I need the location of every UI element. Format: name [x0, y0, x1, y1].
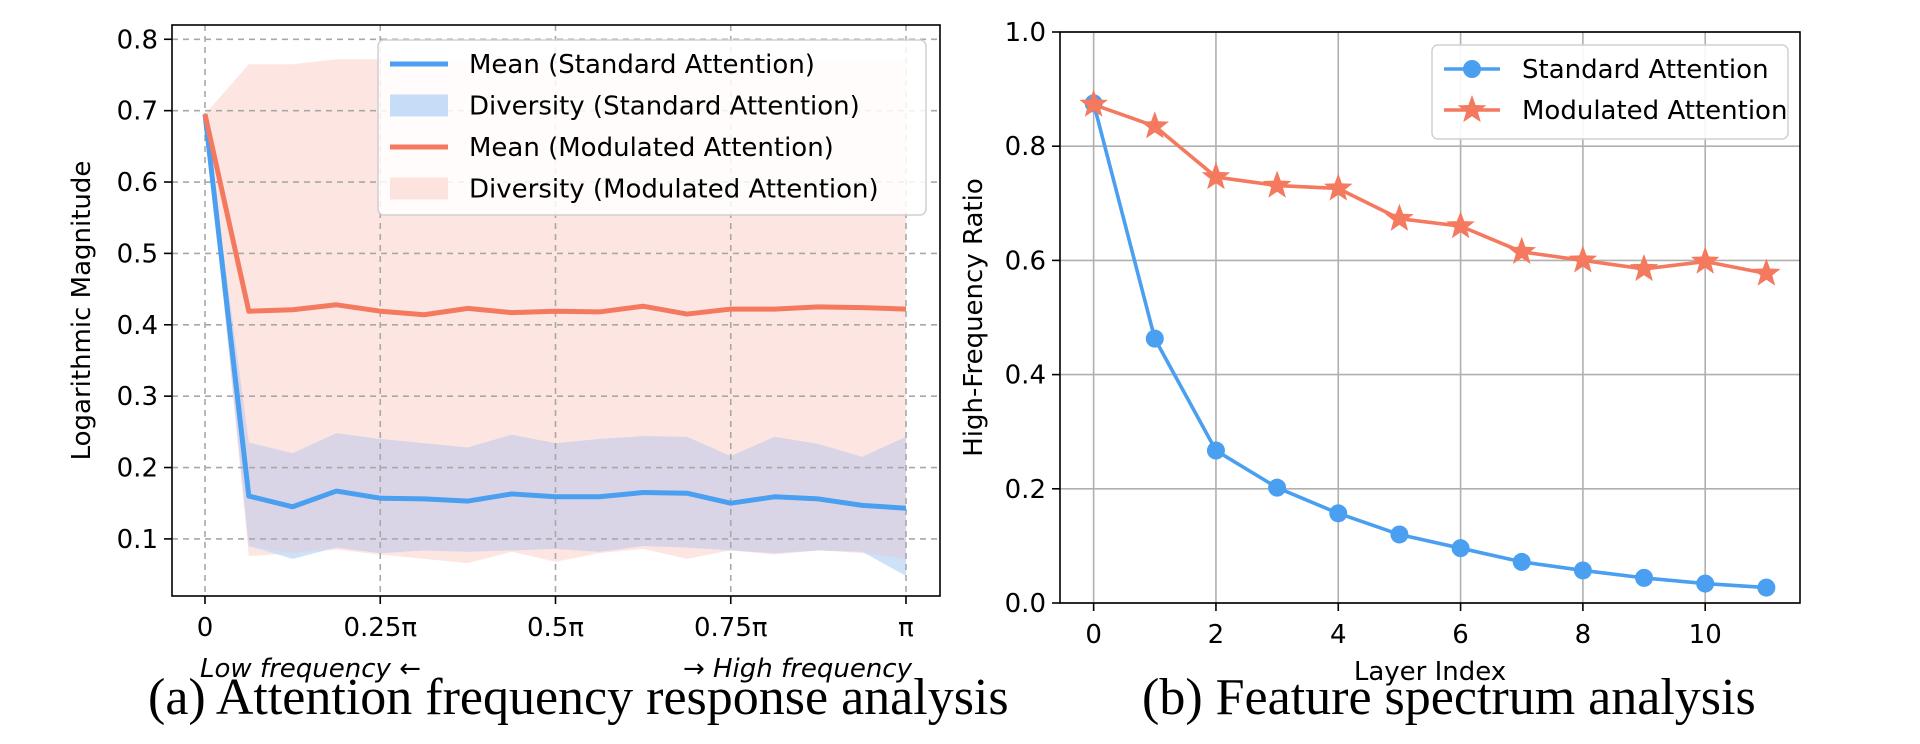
y-tick-label: 0.0: [1005, 589, 1046, 619]
x-tick-label: 0: [1085, 620, 1102, 650]
data-point: [1329, 504, 1348, 523]
x-tick-label: 0: [197, 613, 214, 643]
data-point: [1635, 568, 1654, 587]
data-point: [1451, 539, 1470, 558]
y-tick-label: 0.4: [1005, 361, 1046, 391]
data-point: [1690, 246, 1720, 274]
x-tick-label: 2: [1208, 620, 1225, 650]
legend-label: Standard Attention: [1522, 55, 1769, 85]
y-tick-label: 0.6: [117, 168, 158, 198]
y-tick-label: 0.8: [1005, 132, 1046, 162]
legend-label: Diversity (Standard Attention): [469, 92, 860, 122]
y-tick-label: 0.3: [117, 382, 158, 412]
legend-marker: [1463, 60, 1481, 78]
series-line-modulated: [202, 113, 907, 318]
data-point: [1145, 329, 1164, 348]
data-point: [1573, 561, 1592, 580]
x-tick-label: 0.75π: [694, 613, 768, 643]
panel-b-legend: Standard Attention Modulated Attention: [1431, 44, 1789, 140]
y-tick-label: 1.0: [1005, 18, 1046, 48]
data-point: [1201, 162, 1231, 190]
x-tick-label: 8: [1575, 620, 1592, 650]
y-tick-label: 0.4: [117, 311, 158, 341]
panel-b-frame: [1059, 31, 1801, 604]
legend-band-swatch: [390, 177, 448, 200]
panel-a-legend: Mean (Standard Attention) Diversity (Stan…: [377, 39, 927, 216]
y-tick-label: 0.1: [117, 525, 158, 555]
legend-box: [377, 39, 927, 216]
data-point: [1206, 441, 1225, 460]
y-tick-label: 0.5: [117, 239, 158, 269]
legend-box: [1431, 44, 1789, 140]
y-tick-label: 0.6: [1005, 246, 1046, 276]
data-point: [1446, 211, 1475, 239]
panel-a-frequency-response: 0 0.25π 0.5π 0.75π π 0.1 0.2 0.3 0.4 0.5 0.6 0.7 0.8…: [67, 24, 941, 684]
series-standard: [1084, 94, 1776, 597]
y-axis-label: Logarithmic Magnitude: [67, 161, 97, 461]
caption-a: (a) Attention frequency response analysi…: [148, 669, 1009, 726]
x-tick-label: 4: [1330, 620, 1347, 650]
legend-marker: [1457, 95, 1487, 123]
legend-label: Mean (Modulated Attention): [469, 133, 834, 163]
data-point: [1757, 578, 1776, 597]
x-axis-label: Layer Index: [1354, 657, 1506, 687]
data-point: [1696, 574, 1715, 593]
data-point: [1507, 236, 1536, 264]
caption-b: (b) Feature spectrum analysis: [1142, 669, 1756, 726]
legend-band-swatch: [390, 94, 448, 117]
series-line: [1093, 102, 1767, 276]
data-point: [1262, 170, 1292, 198]
x-tick-label: 10: [1689, 620, 1722, 650]
y-tick-label: 0.2: [117, 454, 158, 484]
data-point: [1390, 525, 1409, 544]
annotation-low-frequency: Low frequency ←: [200, 654, 421, 684]
data-point: [1385, 203, 1414, 231]
x-tick-label: π: [898, 613, 914, 643]
series-modulated: [1079, 89, 1781, 286]
y-axis-label: High-Frequency Ratio: [959, 178, 989, 456]
x-tick-label: 6: [1452, 620, 1469, 650]
y-tick-label: 0.2: [1005, 475, 1046, 505]
data-point: [1752, 258, 1781, 286]
data-point: [1629, 254, 1659, 282]
legend-label: Modulated Attention: [1522, 96, 1787, 126]
data-point: [1140, 111, 1170, 139]
x-tick-label: 0.25π: [343, 613, 417, 643]
data-point: [1324, 173, 1353, 201]
data-point: [1512, 552, 1531, 571]
annotation-high-frequency: → High frequency: [683, 654, 913, 684]
data-point: [1268, 478, 1287, 497]
legend-label: Mean (Standard Attention): [469, 50, 815, 80]
y-tick-label: 0.8: [117, 25, 158, 55]
legend-label: Diversity (Modulated Attention): [469, 175, 879, 205]
y-tick-label: 0.7: [117, 97, 158, 127]
panel-b-feature-spectrum: 0 2 4 6 8 10 0.0 0.2 0.4 0.6 0.8 1.0 Layer Index High…: [959, 18, 1801, 687]
data-point: [1568, 245, 1598, 273]
series-line-standard: [202, 113, 907, 511]
series-line: [1091, 102, 1767, 590]
data-point: [1079, 89, 1108, 117]
x-tick-label: 0.5π: [527, 613, 584, 643]
panel-a-lines: [202, 113, 907, 511]
